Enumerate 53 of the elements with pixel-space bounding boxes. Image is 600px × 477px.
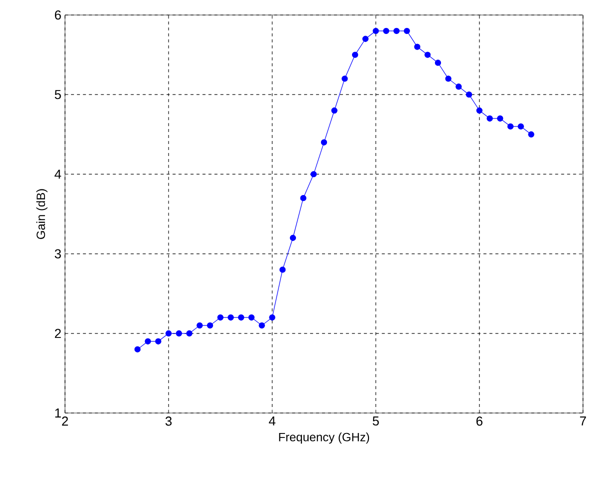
point [166,330,172,336]
point [258,322,265,329]
point [486,115,493,122]
point [497,115,504,122]
point [269,314,276,321]
point [279,266,286,273]
point [445,76,452,82]
point [186,330,192,336]
x-tick-label: 4 [268,416,276,426]
point [217,314,224,321]
point [320,139,328,146]
point [383,28,390,34]
point [424,52,431,58]
x-axis-title: Frequency (GHz) [279,432,370,444]
y-tick-label: 3 [54,249,61,258]
point [518,123,524,130]
point [434,60,442,66]
point [362,36,369,42]
point [456,84,462,90]
point [196,322,203,329]
point [290,234,296,241]
point [248,314,255,321]
point [342,76,348,82]
point [228,314,234,321]
x-tick-label: 3 [166,416,172,426]
y-tick-label: 1 [55,408,61,418]
x-tick-label: 6 [476,416,482,426]
point [414,44,420,50]
x-tick-label: 7 [580,416,586,426]
point [372,28,379,34]
point [238,314,244,321]
y-tick-label: 5 [54,90,61,100]
x-tick-label: 5 [372,416,379,426]
point [300,194,306,202]
point [404,28,410,34]
y-tick-label: 6 [54,10,61,20]
point [393,28,400,34]
point [528,131,534,138]
point [331,107,338,114]
point [466,92,472,98]
x-tick-label: 2 [62,416,68,426]
point [176,330,182,336]
point [134,346,141,352]
point [507,123,514,130]
y-axis-title: Gain (dB) [36,189,48,239]
point [476,107,482,114]
point [144,338,151,344]
y-tick-label: 4 [54,170,62,179]
point [206,322,214,329]
point [155,338,162,344]
point [352,52,358,58]
point [310,171,317,178]
y-tick-label: 2 [54,328,61,338]
